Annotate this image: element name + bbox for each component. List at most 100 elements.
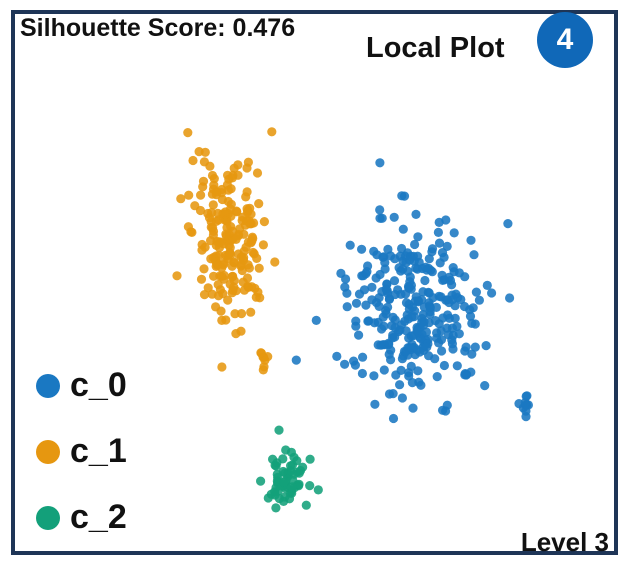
- scatter-point-c_0: [424, 254, 434, 264]
- scatter-point-c_0: [394, 263, 404, 273]
- scatter-point-c_0: [465, 311, 476, 321]
- scatter-point-c_1: [249, 218, 259, 228]
- scatter-point-c_2: [278, 454, 288, 464]
- scatter-point-c_0: [377, 213, 387, 223]
- scatter-point-c_1: [236, 309, 247, 319]
- scatter-point-c_0: [384, 338, 394, 348]
- scatter-point-c_1: [252, 168, 263, 178]
- scatter-point-c_0: [351, 321, 361, 331]
- scatter-point-c_2: [305, 454, 315, 464]
- scatter-point-c_1: [199, 264, 209, 274]
- scatter-point-c_1: [267, 127, 277, 137]
- scatter-point-c_0: [291, 355, 301, 365]
- scatter-point-c_0: [357, 368, 367, 379]
- scatter-point-c_0: [418, 287, 428, 297]
- scatter-point-c_2: [313, 485, 323, 495]
- scatter-point-c_0: [379, 252, 389, 262]
- scatter-point-c_0: [430, 354, 440, 364]
- scatter-point-c_1: [250, 283, 260, 293]
- scatter-point-c_1: [217, 315, 227, 325]
- scatter-point-c_1: [222, 180, 232, 190]
- scatter-point-c_0: [474, 295, 484, 305]
- scatter-point-c_0: [417, 317, 427, 327]
- scatter-point-c_0: [437, 270, 447, 280]
- scatter-point-c_0: [389, 212, 399, 222]
- scatter-point-c_0: [452, 361, 462, 371]
- scatter-point-c_1: [236, 326, 246, 336]
- scatter-point-c_1: [188, 155, 198, 166]
- scatter-point-c_1: [256, 348, 267, 358]
- scatter-point-c_0: [361, 300, 371, 310]
- scatter-point-c_2: [274, 425, 284, 435]
- scatter-point-c_0: [449, 228, 459, 238]
- scatter-point-c_0: [505, 293, 515, 303]
- scatter-point-c_0: [379, 365, 389, 375]
- scatter-point-c_0: [469, 250, 479, 260]
- scatter-point-c_0: [456, 294, 466, 305]
- scatter-point-c_0: [397, 243, 407, 254]
- scatter-point-c_1: [204, 213, 215, 223]
- scatter-point-c_0: [415, 347, 425, 357]
- scatter-point-c_0: [411, 209, 421, 219]
- scatter-point-c_1: [254, 199, 264, 209]
- scatter-point-c_2: [280, 492, 290, 502]
- scatter-point-c_0: [420, 275, 430, 286]
- scatter-point-c_1: [212, 187, 222, 197]
- scatter-point-c_0: [460, 370, 470, 380]
- scatter-point-c_2: [287, 482, 297, 492]
- scatter-point-c_1: [228, 234, 238, 244]
- scatter-point-c_0: [401, 347, 411, 357]
- scatter-point-c_0: [359, 285, 370, 295]
- scatter-point-c_0: [341, 274, 351, 284]
- scatter-point-c_1: [243, 157, 253, 167]
- scatter-point-c_0: [403, 266, 413, 276]
- scatter-point-c_0: [408, 403, 418, 413]
- scatter-point-c_0: [395, 380, 405, 390]
- scatter-point-c_0: [377, 324, 387, 334]
- scatter-point-c_1: [196, 190, 206, 200]
- scatter-point-c_1: [200, 147, 210, 157]
- scatter-point-c_0: [375, 158, 385, 168]
- scatter-point-c_0: [454, 329, 464, 339]
- scatter-point-c_1: [243, 260, 253, 270]
- scatter-point-c_1: [233, 249, 244, 259]
- scatter-point-c_0: [482, 280, 492, 290]
- scatter-point-c_0: [442, 241, 452, 251]
- scatter-point-c_0: [374, 301, 384, 311]
- scatter-point-c_0: [410, 239, 420, 250]
- scatter-point-c_1: [270, 257, 280, 267]
- scatter-point-c_0: [447, 280, 457, 290]
- plot-frame: [11, 10, 618, 555]
- scatter-point-c_0: [432, 372, 442, 382]
- scatter-point-c_0: [385, 251, 396, 261]
- scatter-point-c_1: [258, 365, 268, 375]
- scatter-point-c_1: [208, 200, 218, 210]
- scatter-point-c_0: [405, 255, 415, 265]
- scatter-point-c_0: [398, 224, 408, 234]
- scatter-point-c_0: [386, 355, 396, 365]
- scatter-point-c_0: [470, 342, 480, 352]
- scatter-point-c_1: [208, 223, 218, 233]
- scatter-point-c_0: [364, 316, 374, 326]
- scatter-point-c_0: [363, 261, 373, 271]
- scatter-point-c_0: [397, 393, 407, 403]
- scatter-point-c_0: [421, 327, 431, 337]
- scatter-point-c_0: [413, 366, 423, 376]
- scatter-point-c_0: [444, 297, 454, 308]
- scatter-point-c_1: [239, 229, 249, 239]
- scatter-point-c_0: [388, 413, 399, 424]
- scatter-point-c_1: [213, 280, 223, 290]
- scatter-point-c_0: [434, 291, 444, 301]
- scatter-point-c_0: [450, 313, 460, 323]
- scatter-point-c_1: [214, 215, 224, 225]
- scatter-point-c_1: [236, 260, 246, 270]
- scatter-point-c_0: [390, 332, 400, 342]
- scatter-point-c_1: [211, 257, 221, 267]
- scatter-point-c_1: [217, 362, 227, 372]
- scatter-point-c_1: [259, 217, 269, 227]
- scatter-point-c_0: [369, 371, 379, 381]
- scatter-point-c_0: [375, 205, 385, 215]
- scatter-point-c_0: [442, 323, 452, 333]
- scatter-point-c_1: [252, 253, 262, 263]
- scatter-point-c_0: [421, 262, 431, 272]
